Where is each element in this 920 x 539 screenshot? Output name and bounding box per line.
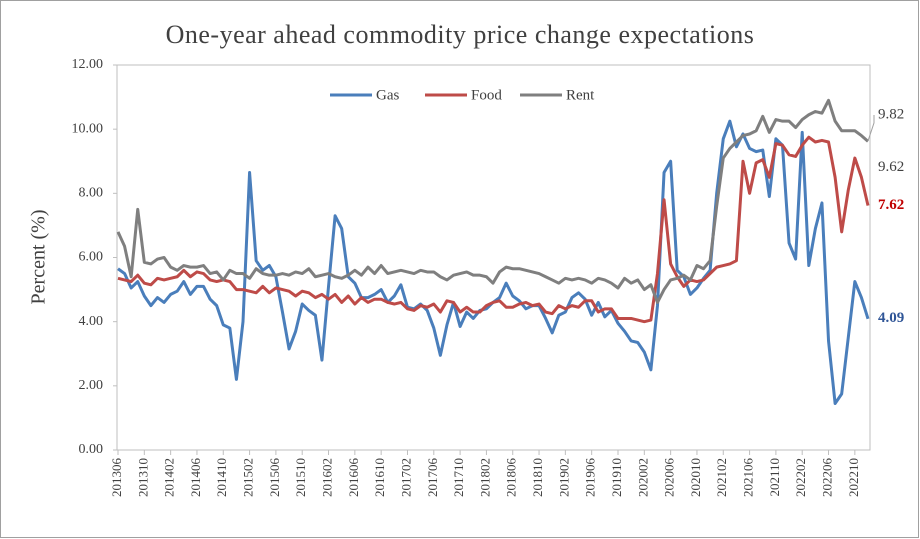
- x-tick-label: 202102: [714, 458, 729, 497]
- y-tick-label: 6.00: [79, 250, 104, 265]
- x-tick-label: 201806: [504, 458, 519, 498]
- y-tick-label: 12.00: [72, 57, 104, 72]
- y-tick-label: 8.00: [79, 186, 104, 201]
- x-tick-label: 202206: [820, 458, 835, 498]
- annotation: 9.62: [878, 159, 904, 175]
- x-tick-label: 202110: [767, 458, 782, 497]
- x-tick-label: 201906: [583, 458, 598, 498]
- x-tick-label: 201610: [372, 458, 387, 497]
- x-tick-label: 201510: [293, 458, 308, 497]
- x-tick-label: 201606: [346, 458, 361, 498]
- annotation: 9.82: [878, 106, 904, 122]
- x-tick-label: 201602: [320, 458, 335, 497]
- y-tick-label: 2.00: [79, 378, 104, 393]
- x-tick-label: 202010: [688, 458, 703, 497]
- legend-label: Rent: [566, 87, 595, 103]
- y-axis-label: Percent (%): [28, 210, 50, 305]
- x-tick-label: 201402: [162, 458, 177, 497]
- x-tick-label: 201410: [214, 458, 229, 497]
- x-tick-label: 201802: [477, 458, 492, 497]
- x-tick-label: 202002: [635, 458, 650, 497]
- x-tick-label: 201710: [451, 458, 466, 497]
- x-tick-label: 201406: [188, 458, 203, 498]
- x-tick-label: 202106: [741, 458, 756, 498]
- y-tick-label: 10.00: [72, 121, 104, 136]
- x-tick-label: 202006: [662, 458, 677, 498]
- x-tick-label: 201902: [556, 458, 571, 497]
- annotation-leader: [867, 114, 875, 142]
- x-tick-label: 201702: [398, 458, 413, 497]
- x-tick-label: 201310: [135, 458, 150, 497]
- y-tick-label: 4.00: [79, 314, 104, 329]
- legend-label: Gas: [376, 87, 399, 103]
- x-tick-label: 201910: [609, 458, 624, 497]
- x-tick-label: 201502: [241, 458, 256, 497]
- x-tick-label: 201810: [530, 458, 545, 497]
- x-tick-label: 201506: [267, 458, 282, 498]
- series-line: [116, 98, 869, 304]
- series-line: [117, 135, 870, 324]
- x-tick-label: 201706: [425, 458, 440, 498]
- y-tick-label: 0.00: [79, 442, 104, 457]
- annotation: 7.62: [878, 197, 904, 213]
- x-tick-label: 202202: [793, 458, 808, 497]
- annotation: 4.09: [878, 310, 904, 326]
- legend-label: Food: [471, 87, 502, 103]
- x-tick-label: 202210: [846, 458, 861, 497]
- chart-title: One-year ahead commodity price change ex…: [166, 20, 755, 49]
- x-tick-label: 201306: [109, 458, 124, 498]
